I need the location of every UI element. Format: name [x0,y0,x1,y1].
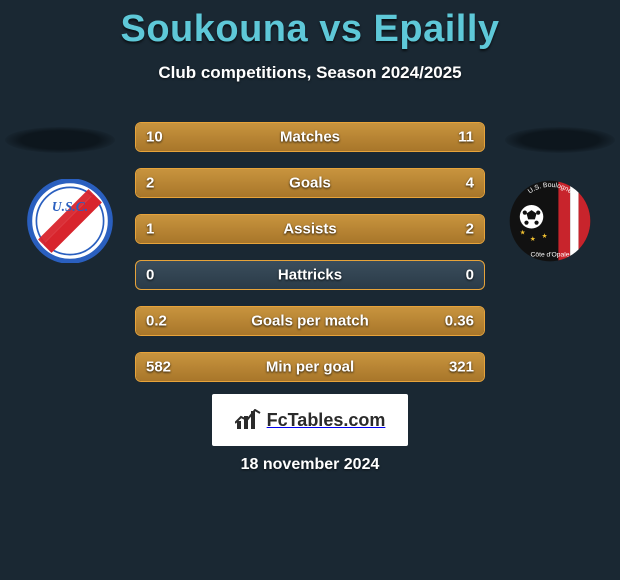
stat-value-right: 321 [449,359,474,376]
date-text: 18 november 2024 [241,456,380,474]
crest-right-icon: ★ ★ ★ U.S. Boulogne Côte d'Opale [500,179,600,263]
crest-left-icon: U.S.C. [20,179,120,263]
stat-row-goals-per-match: 0.2 Goals per match 0.36 [135,306,485,336]
stat-label: Min per goal [266,359,354,376]
stat-label: Matches [280,129,340,146]
brand-chart-icon [235,409,261,431]
stat-value-right: 2 [466,221,474,238]
svg-text:U.S.C.: U.S.C. [52,199,88,214]
stat-value-left: 582 [146,359,171,376]
stats-panel: 10 Matches 11 2 Goals 4 1 Assists 2 0 Ha… [135,122,485,398]
stat-row-assists: 1 Assists 2 [135,214,485,244]
stat-value-right: 4 [466,175,474,192]
stat-label: Hattricks [278,267,342,284]
stat-label: Goals per match [251,313,369,330]
subtitle: Club competitions, Season 2024/2025 [0,63,620,83]
stat-value-left: 0.2 [146,313,167,330]
player-shadow-left [5,127,115,153]
stat-value-right: 0 [466,267,474,284]
stat-row-goals: 2 Goals 4 [135,168,485,198]
svg-text:★: ★ [542,232,548,240]
svg-text:★: ★ [530,235,536,243]
svg-text:★: ★ [520,228,526,236]
stat-label: Goals [289,175,331,192]
stat-value-right: 0.36 [445,313,474,330]
club-crest-right: ★ ★ ★ U.S. Boulogne Côte d'Opale [500,179,600,263]
brand-text: FcTables.com [267,410,386,431]
brand-link[interactable]: FcTables.com [212,394,408,446]
page-title: Soukouna vs Epailly [0,0,620,51]
stat-row-min-per-goal: 582 Min per goal 321 [135,352,485,382]
stat-value-left: 1 [146,221,154,238]
player-shadow-right [505,127,615,153]
stat-value-left: 10 [146,129,163,146]
stat-value-right: 11 [458,129,474,146]
stat-label: Assists [283,221,336,238]
stat-row-hattricks: 0 Hattricks 0 [135,260,485,290]
svg-text:Côte d'Opale: Côte d'Opale [530,251,569,258]
stat-value-left: 2 [146,175,154,192]
stat-fill-right [251,169,484,197]
stat-row-matches: 10 Matches 11 [135,122,485,152]
stat-value-left: 0 [146,267,154,284]
club-crest-left: U.S.C. [20,179,120,263]
